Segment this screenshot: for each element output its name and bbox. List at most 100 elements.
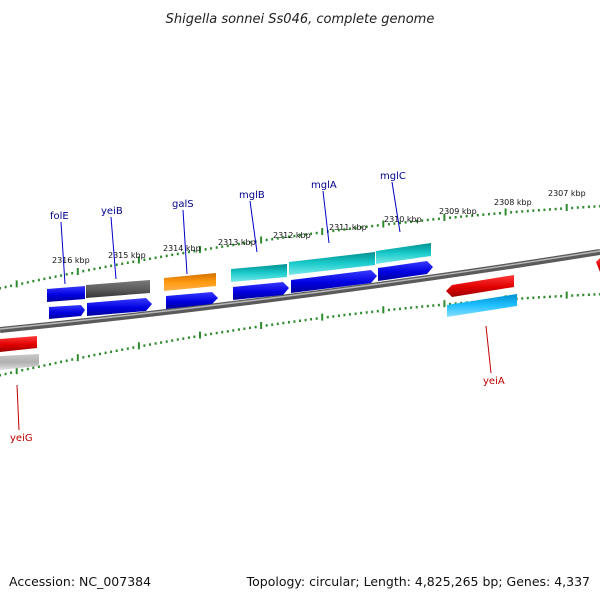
gene-label-yeiB[interactable]: yeiB — [101, 206, 123, 217]
feature-offscreen-cds[interactable] — [596, 258, 600, 272]
gene-label-yeiA[interactable]: yeiA — [483, 376, 505, 387]
outer-major-tick — [443, 214, 446, 221]
outer-minor-tick — [471, 214, 474, 217]
outer-minor-tick — [343, 228, 346, 231]
outer-major-tick — [199, 246, 201, 253]
feature-yeiB-cds[interactable] — [87, 298, 152, 316]
gene-label-mglA[interactable]: mglA — [311, 180, 337, 191]
inner-minor-tick — [449, 302, 451, 306]
outer-major-tick — [15, 280, 18, 288]
reverse-features — [0, 258, 600, 370]
inner-major-tick — [382, 306, 385, 314]
scale-label-2309: 2309 kbp — [439, 207, 477, 216]
feature-yeiA-cds[interactable] — [446, 275, 514, 297]
outer-minor-tick — [526, 209, 529, 213]
feature-yeiG-cds[interactable] — [0, 336, 37, 352]
feature-yeiG-gene[interactable] — [0, 354, 39, 370]
inner-minor-tick — [365, 311, 368, 314]
inner-minor-tick — [299, 319, 301, 322]
label-connectors — [16, 181, 492, 431]
inner-minor-tick — [49, 363, 51, 366]
gene-label-folE[interactable]: folE — [50, 211, 69, 222]
gene-label-mglB[interactable]: mglB — [239, 190, 265, 201]
inner-major-tick — [565, 291, 568, 299]
inner-minor-tick — [232, 329, 235, 332]
gene-label-mglC[interactable]: mglC — [380, 171, 406, 182]
outer-minor-tick — [160, 255, 163, 259]
inner-minor-tick — [182, 337, 185, 340]
genome-backbone-highlight — [0, 250, 600, 330]
outer-minor-tick — [221, 245, 224, 248]
inner-minor-tick — [593, 293, 596, 296]
feature-galS-gene[interactable] — [164, 273, 216, 291]
outer-minor-tick — [65, 273, 68, 276]
outer-minor-tick — [204, 248, 207, 251]
outer-minor-tick — [426, 218, 429, 222]
inner-minor-tick — [399, 307, 401, 311]
outer-minor-tick — [404, 221, 407, 224]
feature-mglC-gene[interactable] — [376, 243, 431, 264]
outer-minor-tick — [60, 274, 63, 277]
inner-major-tick — [260, 322, 263, 329]
outer-minor-tick — [415, 219, 418, 223]
outer-minor-tick — [482, 213, 485, 216]
inner-minor-tick — [349, 313, 351, 316]
connector-yeiG — [16, 384, 20, 431]
inner-minor-tick — [154, 342, 157, 345]
outer-minor-tick — [537, 209, 540, 212]
feature-mglB-cds[interactable] — [233, 282, 289, 300]
outer-minor-tick — [454, 216, 457, 219]
outer-major-tick — [382, 220, 385, 228]
feature-yeiA-gene[interactable] — [447, 294, 517, 317]
inner-minor-tick — [271, 323, 274, 326]
outer-minor-tick — [104, 265, 107, 269]
gene-label-galS[interactable]: galS — [172, 199, 194, 210]
feature-yeiB-gene[interactable] — [86, 280, 150, 298]
feature-mglC-cds[interactable] — [378, 261, 433, 281]
outer-minor-tick — [171, 253, 174, 257]
outer-minor-tick — [487, 212, 490, 216]
inner-minor-tick — [204, 333, 207, 337]
outer-minor-tick — [243, 242, 246, 245]
inner-minor-tick — [543, 295, 546, 299]
outer-minor-tick — [476, 213, 479, 217]
outer-minor-tick — [376, 224, 379, 227]
outer-minor-tick — [332, 229, 335, 233]
feature-galS-cds[interactable] — [166, 292, 218, 309]
feature-folE-cds[interactable] — [49, 305, 85, 319]
outer-major-tick — [565, 204, 568, 211]
connector-galS — [182, 209, 188, 275]
feature-mglB-gene[interactable] — [231, 264, 287, 282]
outer-minor-tick — [282, 236, 285, 239]
outer-minor-tick — [121, 262, 124, 265]
outer-minor-tick — [149, 257, 151, 260]
outer-minor-tick — [371, 224, 374, 228]
inner-minor-tick — [315, 317, 318, 320]
outer-minor-tick — [421, 219, 424, 222]
gene-labels: folE yeiB galS mglB mglA mglC yeiA yeiG — [10, 171, 505, 444]
feature-mglA-gene[interactable] — [289, 252, 375, 275]
connector-yeiB — [110, 216, 117, 280]
gene-label-yeiG[interactable]: yeiG — [10, 433, 33, 444]
inner-minor-tick — [221, 330, 224, 334]
outer-minor-tick — [360, 226, 363, 229]
feature-mglA-cds[interactable] — [291, 270, 377, 293]
inner-major-tick — [76, 354, 79, 362]
outer-minor-tick — [349, 227, 351, 230]
scale-label-2316: 2316 kbp — [52, 256, 90, 265]
outer-minor-tick — [276, 237, 279, 240]
outer-minor-tick — [182, 251, 185, 255]
outer-major-tick — [76, 268, 79, 275]
feature-folE-gene[interactable] — [47, 286, 85, 302]
inner-minor-tick — [210, 332, 213, 336]
inner-minor-tick — [432, 304, 435, 307]
inner-minor-tick — [115, 349, 118, 352]
outer-minor-tick — [37, 278, 40, 282]
outer-minor-tick — [587, 205, 590, 209]
scale-label-2310: 2310 kbp — [384, 215, 422, 224]
outer-minor-tick — [437, 217, 440, 221]
connector-folE — [60, 221, 66, 285]
outer-minor-tick — [293, 234, 296, 238]
